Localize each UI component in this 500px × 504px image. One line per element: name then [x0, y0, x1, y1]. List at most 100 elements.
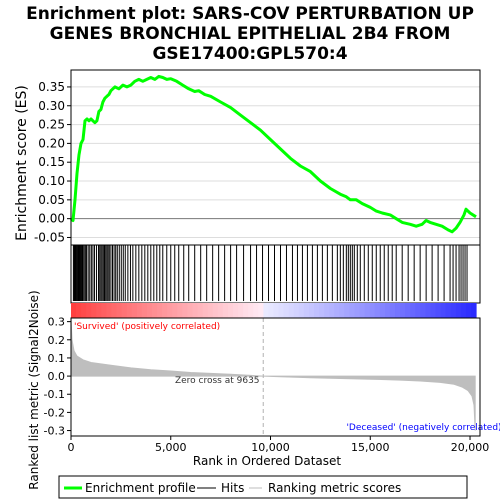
colorbar-segment — [389, 303, 396, 318]
title-line-3: GSE17400:GPL570:4 — [152, 44, 347, 64]
colorbar-segment — [308, 303, 315, 318]
colorbar-segment — [86, 303, 92, 318]
colorbar-segment — [379, 303, 386, 318]
colorbar-segment — [364, 303, 371, 318]
legend-hits-label: Hits — [221, 481, 244, 495]
enrichment-score-panel: -0.05 0.00 0.05 0.10 0.15 0.20 0.25 0.30 0.35 — [34, 69, 481, 246]
colorbar-segment — [349, 303, 356, 318]
colorbar-segment — [425, 303, 432, 318]
colorbar-segment — [344, 303, 351, 318]
metric-tick-label: 0.0 — [48, 370, 66, 383]
colorbar-segment — [217, 303, 224, 318]
colorbar-segment — [314, 303, 320, 318]
colorbar-segment — [460, 303, 467, 318]
colorbar-segment — [111, 303, 118, 318]
colorbar-segment — [369, 303, 376, 318]
colorbar-segment — [268, 303, 275, 318]
colorbar-segment — [222, 303, 229, 318]
colorbar-segment — [329, 303, 335, 318]
colorbar-segment — [430, 303, 437, 318]
metric-tick-label: -0.3 — [44, 425, 65, 438]
es-tick-label: -0.05 — [34, 230, 65, 244]
colorbar-segment — [359, 303, 366, 318]
colorbar-segment — [263, 303, 270, 318]
colorbar-segment — [374, 303, 381, 318]
colorbar-segment — [227, 303, 234, 318]
ranked-metric-panel: -0.3 -0.2 -0.1 0.0 0.1 0.2 0.3 0 5,000 10,000 15,0… — [44, 316, 500, 454]
colorbar-segment — [192, 303, 199, 318]
colorbar-segment — [126, 303, 133, 318]
colorbar-segment — [298, 303, 305, 318]
legend: Enrichment profile Hits Ranking metric s… — [58, 475, 468, 499]
colorbar-segment — [212, 303, 219, 318]
x-tick-label: 10,000 — [251, 441, 290, 454]
colorbar-segment — [141, 303, 148, 318]
colorbar-segment — [202, 303, 209, 318]
colorbar-segment — [71, 303, 77, 318]
colorbar-segment — [258, 303, 264, 318]
title-line-1: Enrichment plot: SARS-COV PERTURBATION U… — [26, 4, 474, 24]
colorbar-segment — [187, 303, 194, 318]
colorbar-segment — [248, 303, 254, 318]
es-tick-label: 0.10 — [38, 174, 65, 188]
colorbar-segment — [303, 303, 310, 318]
metric-tick-label: 0.3 — [48, 316, 66, 329]
title-line-2: GENES BRONCHIAL EPITHELIAL 2B4 FROM — [50, 24, 451, 44]
colorbar-segment — [121, 303, 128, 318]
colorbar-segment — [384, 303, 391, 318]
x-tick-label: 5,000 — [155, 441, 187, 454]
positive-correlation-label: 'Survived' (positively correlated) — [74, 322, 220, 332]
colorbar-segment — [197, 303, 204, 318]
legend-box — [58, 475, 468, 499]
x-tick-label: 20,000 — [451, 441, 490, 454]
colorbar-segment — [243, 303, 249, 318]
es-tick-label: 0.30 — [38, 99, 65, 113]
hits-panel — [70, 244, 481, 304]
colorbar-segment — [106, 303, 113, 318]
colorbar-segment — [455, 303, 462, 318]
colorbar-segment — [465, 303, 472, 318]
colorbar-segment — [334, 303, 340, 318]
es-tick-label: 0.25 — [38, 118, 65, 132]
colorbar-segment — [233, 303, 239, 318]
colorbar-segment — [420, 303, 426, 318]
colorbar-segment — [162, 303, 168, 318]
colorbar-segment — [283, 303, 290, 318]
metric-tick-label: -0.2 — [44, 406, 65, 419]
rank-colorbar-panel — [71, 303, 477, 318]
colorbar-segment — [207, 303, 214, 318]
colorbar-segment — [415, 303, 421, 318]
colorbar-segment — [278, 303, 285, 318]
colorbar-segment — [324, 303, 330, 318]
x-tick-label: 15,000 — [351, 441, 390, 454]
es-tick-label: 0.20 — [38, 136, 65, 150]
x-tick-label: 0 — [68, 441, 75, 454]
colorbar-segment — [273, 303, 280, 318]
x-axis-label: Rank in Ordered Dataset — [193, 454, 341, 468]
colorbar-segment — [177, 303, 183, 318]
colorbar-segment — [81, 303, 87, 318]
es-plot-area — [71, 70, 480, 245]
metric-tick-label: 0.1 — [48, 352, 66, 365]
negative-correlation-label: 'Deceased' (negatively correlated) — [346, 423, 500, 433]
colorbar-segment — [182, 303, 189, 318]
es-tick-label: 0.35 — [38, 80, 65, 94]
colorbar-segment — [405, 303, 411, 318]
colorbar-segment — [400, 303, 406, 318]
colorbar-segment — [253, 303, 259, 318]
colorbar-segment — [319, 303, 325, 318]
metric-tick-label: 0.2 — [48, 334, 66, 347]
metric-axis-label: Ranked list metric (Signal2Noise) — [27, 290, 41, 489]
metric-tick-label: -0.1 — [44, 388, 65, 401]
colorbar-segment — [410, 303, 416, 318]
es-tick-label: 0.00 — [38, 212, 65, 226]
colorbar-segment — [470, 303, 477, 318]
colorbar-segment — [152, 303, 158, 318]
colorbar-segment — [238, 303, 244, 318]
colorbar-segment — [131, 303, 138, 318]
colorbar-segment — [101, 303, 108, 318]
colorbar-segment — [339, 303, 345, 318]
colorbar-segment — [435, 303, 442, 318]
